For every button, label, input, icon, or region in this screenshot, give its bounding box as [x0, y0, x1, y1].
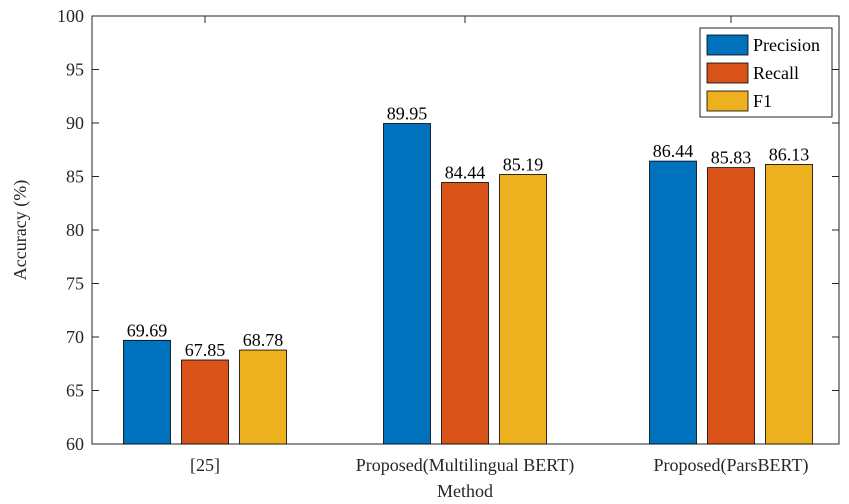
- bar-precision: [649, 160, 697, 445]
- bar-series-group: [123, 123, 813, 445]
- y-tick-label: 80: [66, 220, 84, 240]
- data-label: 84.44: [445, 162, 486, 182]
- bar-f1: [765, 164, 813, 445]
- data-label: 89.95: [387, 104, 428, 124]
- data-label: 86.44: [653, 141, 694, 161]
- bar-precision: [383, 123, 431, 445]
- y-tick-label: 85: [66, 167, 84, 187]
- x-tick-label: Proposed(ParsBERT): [654, 455, 809, 476]
- bar-precision: [123, 339, 171, 445]
- bar-recall: [441, 182, 489, 445]
- x-tick-label: [25]: [190, 455, 220, 475]
- y-tick-label: 75: [66, 274, 84, 294]
- data-label: 85.83: [711, 148, 752, 168]
- x-axis: [25] Proposed(Multilingual BERT) Proposed(…: [190, 16, 808, 476]
- y-tick-label: 60: [66, 434, 84, 454]
- bar-f1: [239, 349, 287, 445]
- data-label: 67.85: [185, 340, 226, 360]
- y-tick-label: 65: [66, 381, 84, 401]
- y-tick-label: 95: [66, 60, 84, 80]
- data-label: 86.13: [769, 144, 810, 164]
- y-tick-label: 90: [66, 113, 84, 133]
- legend-label: Precision: [753, 35, 820, 55]
- legend-label: F1: [753, 91, 772, 111]
- y-tick-label: 100: [57, 6, 84, 26]
- data-label: 69.69: [127, 320, 168, 340]
- bar-recall: [707, 167, 755, 445]
- legend-swatch-f1: [706, 90, 749, 112]
- legend: Precision Recall F1: [699, 27, 833, 118]
- bar-f1: [499, 174, 547, 445]
- legend-swatch-recall: [706, 62, 749, 84]
- y-axis: 60 65 70 75 80 85 90 95 100: [57, 6, 839, 454]
- data-label: 85.19: [503, 154, 544, 174]
- x-axis-title: Method: [437, 481, 493, 501]
- y-axis-title: Accuracy (%): [10, 180, 31, 280]
- data-label-group: 69.69 67.85 68.78 89.95 84.44 85.19 86.44 85.83…: [127, 104, 810, 360]
- y-tick-label: 70: [66, 327, 84, 347]
- bar-recall: [181, 359, 229, 445]
- x-tick-label: Proposed(Multilingual BERT): [356, 455, 574, 476]
- legend-label: Recall: [753, 63, 799, 83]
- legend-swatch-precision: [706, 34, 749, 56]
- data-label: 68.78: [243, 330, 284, 350]
